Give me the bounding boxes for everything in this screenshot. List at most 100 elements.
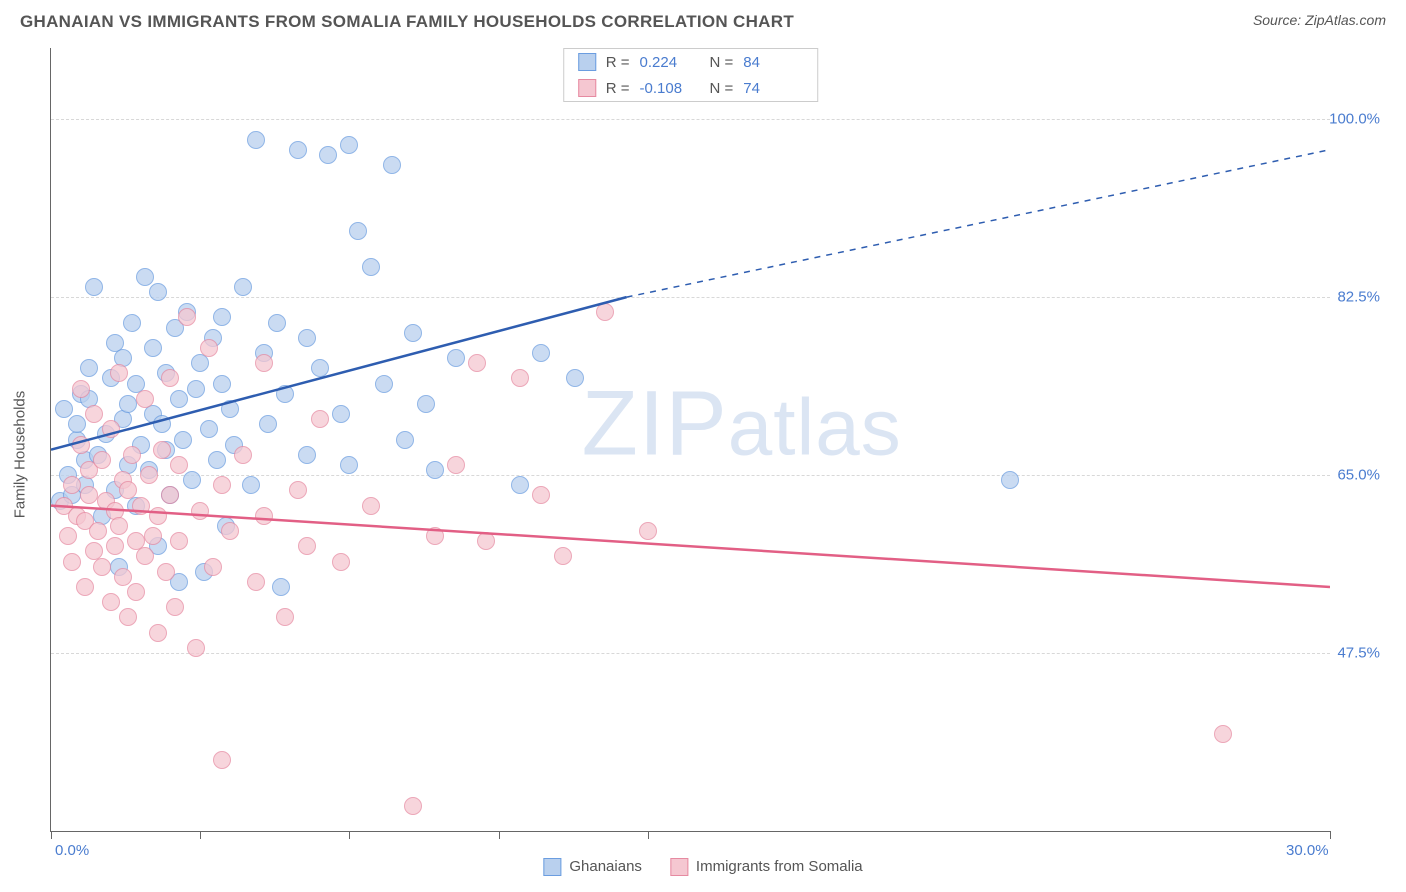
data-point xyxy=(532,344,550,362)
data-point xyxy=(298,446,316,464)
data-point xyxy=(63,553,81,571)
legend-n-value: 84 xyxy=(743,54,803,71)
data-point xyxy=(153,415,171,433)
legend-swatch xyxy=(578,79,596,97)
data-point xyxy=(161,369,179,387)
data-point xyxy=(404,797,422,815)
data-point xyxy=(200,339,218,357)
legend-n-label: N = xyxy=(710,80,734,97)
data-point xyxy=(566,369,584,387)
x-tick xyxy=(200,831,201,839)
data-point xyxy=(110,517,128,535)
data-point xyxy=(170,532,188,550)
gridline xyxy=(51,653,1330,654)
data-point xyxy=(426,461,444,479)
data-point xyxy=(221,400,239,418)
data-point xyxy=(191,354,209,372)
data-point xyxy=(447,456,465,474)
data-point xyxy=(383,156,401,174)
data-point xyxy=(178,308,196,326)
data-point xyxy=(247,131,265,149)
data-point xyxy=(161,486,179,504)
data-point xyxy=(289,481,307,499)
data-point xyxy=(332,405,350,423)
data-point xyxy=(259,415,277,433)
data-point xyxy=(1214,725,1232,743)
gridline xyxy=(51,475,1330,476)
gridline xyxy=(51,297,1330,298)
data-point xyxy=(340,456,358,474)
data-point xyxy=(311,410,329,428)
data-point xyxy=(89,522,107,540)
data-point xyxy=(242,476,260,494)
data-point xyxy=(234,278,252,296)
data-point xyxy=(417,395,435,413)
data-point xyxy=(255,507,273,525)
data-point xyxy=(85,278,103,296)
data-point xyxy=(149,507,167,525)
x-tick-label: 0.0% xyxy=(55,842,89,859)
data-point xyxy=(76,578,94,596)
data-point xyxy=(102,593,120,611)
data-point xyxy=(68,415,86,433)
data-point xyxy=(132,497,150,515)
chart-area: ZIPatlas R =0.224N =84R =-0.108N =74 0.0… xyxy=(50,48,1386,832)
data-point xyxy=(362,497,380,515)
data-point xyxy=(375,375,393,393)
data-point xyxy=(447,349,465,367)
data-point xyxy=(554,547,572,565)
chart-title: GHANAIAN VS IMMIGRANTS FROM SOMALIA FAMI… xyxy=(20,12,794,32)
data-point xyxy=(268,314,286,332)
data-point xyxy=(311,359,329,377)
y-axis-title: Family Households xyxy=(12,391,29,519)
legend-r-value: -0.108 xyxy=(640,80,700,97)
legend-swatch xyxy=(578,53,596,71)
data-point xyxy=(298,537,316,555)
data-point xyxy=(149,283,167,301)
data-point xyxy=(187,639,205,657)
data-point xyxy=(298,329,316,347)
data-point xyxy=(191,502,209,520)
x-tick xyxy=(349,831,350,839)
data-point xyxy=(149,624,167,642)
data-point xyxy=(127,583,145,601)
legend-n-value: 74 xyxy=(743,80,803,97)
legend-swatch xyxy=(543,858,561,876)
x-tick xyxy=(648,831,649,839)
data-point xyxy=(55,400,73,418)
data-point xyxy=(532,486,550,504)
data-point xyxy=(362,258,380,276)
x-tick xyxy=(51,831,52,839)
data-point xyxy=(468,354,486,372)
data-point xyxy=(200,420,218,438)
data-point xyxy=(59,527,77,545)
data-point xyxy=(114,568,132,586)
data-point xyxy=(349,222,367,240)
trend-lines xyxy=(51,48,1330,831)
data-point xyxy=(187,380,205,398)
data-point xyxy=(72,380,90,398)
data-point xyxy=(596,303,614,321)
data-point xyxy=(136,547,154,565)
data-point xyxy=(85,405,103,423)
watermark: ZIPatlas xyxy=(582,371,902,476)
data-point xyxy=(72,436,90,454)
data-point xyxy=(213,308,231,326)
data-point xyxy=(174,431,192,449)
data-point xyxy=(136,390,154,408)
data-point xyxy=(119,608,137,626)
data-point xyxy=(255,354,273,372)
data-point xyxy=(272,578,290,596)
data-point xyxy=(340,136,358,154)
legend-swatch xyxy=(670,858,688,876)
y-tick-label: 100.0% xyxy=(1329,111,1380,128)
data-point xyxy=(106,537,124,555)
legend-stats-row: R =0.224N =84 xyxy=(564,49,818,75)
data-point xyxy=(119,481,137,499)
data-point xyxy=(170,456,188,474)
data-point xyxy=(247,573,265,591)
data-point xyxy=(170,390,188,408)
data-point xyxy=(80,486,98,504)
plot-area: ZIPatlas R =0.224N =84R =-0.108N =74 0.0… xyxy=(50,48,1330,832)
data-point xyxy=(639,522,657,540)
